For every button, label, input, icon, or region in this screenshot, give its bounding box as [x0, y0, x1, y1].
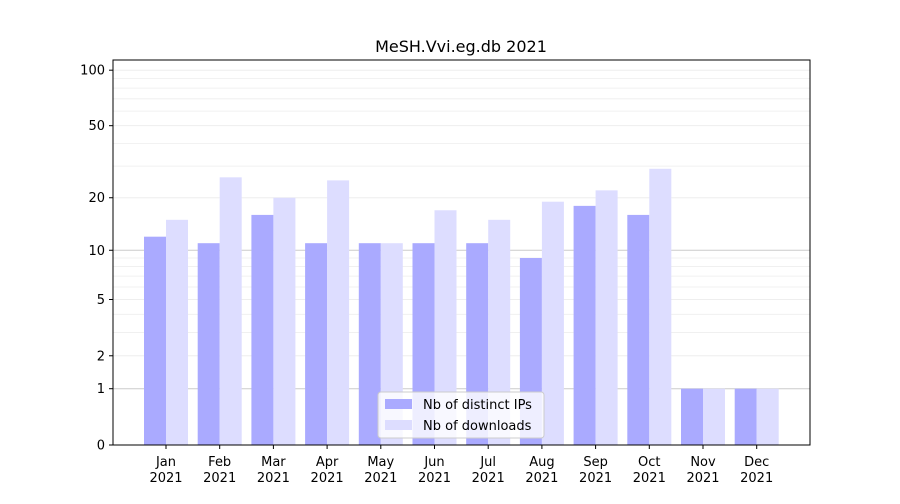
y-tick-label: 0 [97, 439, 105, 454]
x-tick-label: 2021 [525, 471, 558, 486]
chart-title: MeSH.Vvi.eg.db 2021 [375, 37, 547, 56]
bar-distinct-ips-sep [573, 205, 596, 445]
bar-downloads-dec [756, 388, 779, 445]
bar-distinct-ips-apr [305, 243, 328, 445]
x-tick-label: 2021 [740, 471, 773, 486]
y-tick-label: 100 [80, 64, 105, 79]
x-tick-label: 2021 [364, 471, 397, 486]
x-tick-label: Jan [155, 455, 176, 470]
bar-distinct-ips-may [358, 243, 381, 445]
x-tick-label: 2021 [418, 471, 451, 486]
x-tick-label: Feb [208, 455, 231, 470]
bar-downloads-jul [488, 219, 511, 445]
legend: Nb of distinct IPs Nb of downloads [377, 391, 545, 439]
x-tick-label: 2021 [257, 471, 290, 486]
y-tick-label: 1 [97, 382, 105, 397]
x-tick-label: Mar [261, 455, 286, 470]
plot-frame [112, 59, 811, 446]
x-tick-label: 2021 [311, 471, 344, 486]
bar-downloads-feb [219, 177, 242, 446]
y-tick-label: 50 [88, 119, 105, 134]
x-tick-label: 2021 [149, 471, 182, 486]
bar-downloads-sep [595, 190, 618, 445]
bar-downloads-mar [273, 197, 296, 445]
bar-downloads-aug [541, 201, 564, 445]
x-tick-label: Jul [479, 455, 496, 470]
x-tick-label: 2021 [203, 471, 236, 486]
bar-distinct-ips-oct [627, 214, 650, 445]
x-tick-label: 2021 [633, 471, 666, 486]
x-tick-label: Sep [583, 455, 608, 470]
x-tick-label: May [367, 455, 394, 470]
x-tick-label: Dec [744, 455, 769, 470]
x-tick-label: Apr [316, 455, 339, 470]
y-tick-label: 10 [88, 244, 105, 259]
x-tick-label: 2021 [472, 471, 505, 486]
y-tick-label: 20 [88, 191, 105, 206]
bar-distinct-ips-dec [734, 388, 757, 445]
bar-distinct-ips-mar [251, 214, 274, 445]
bar-downloads-jan [166, 219, 188, 445]
bar-downloads-oct [649, 168, 672, 445]
bar-downloads-apr [327, 180, 350, 446]
x-tick-label: Aug [529, 455, 554, 470]
x-tick-label: 2021 [579, 471, 612, 486]
x-tick-label: Jun [423, 455, 444, 470]
legend-label-downloads: Nb of downloads [423, 419, 532, 434]
x-tick-label: Nov [690, 455, 716, 470]
y-tick-label: 2 [97, 349, 105, 364]
x-tick-label: Oct [638, 455, 660, 470]
legend-swatch-ips [385, 399, 412, 409]
y-tick-label: 5 [97, 293, 105, 308]
legend-swatch-downloads [385, 420, 412, 430]
legend-label-ips: Nb of distinct IPs [423, 398, 532, 413]
bar-distinct-ips-jan [144, 236, 166, 445]
bar-distinct-ips-feb [197, 243, 220, 445]
bar-distinct-ips-nov [681, 388, 703, 445]
x-tick-label: 2021 [686, 471, 719, 486]
bar-downloads-nov [703, 388, 725, 445]
bar-downloads-jun [434, 210, 457, 445]
